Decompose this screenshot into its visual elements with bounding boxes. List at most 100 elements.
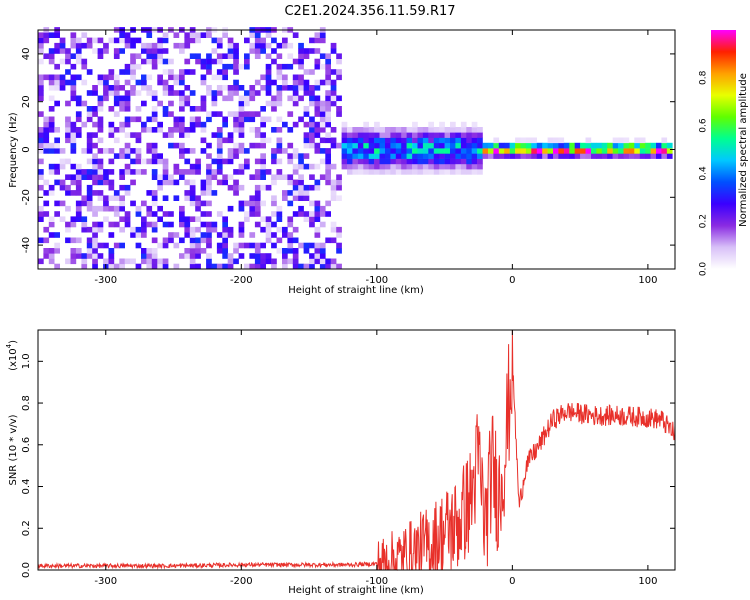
spectrogram-cell: [368, 153, 375, 159]
spectrogram-cell: [97, 53, 104, 59]
y-tick-label: 0.0: [21, 562, 32, 578]
spectrogram-cell: [309, 221, 315, 228]
spectrogram-cell: [124, 95, 131, 102]
spectrogram-cell: [390, 137, 397, 144]
spectrogram-cell: [227, 148, 234, 154]
spectrogram-cell: [276, 63, 283, 70]
spectrogram-cell: [363, 142, 369, 149]
spectrogram-cell: [422, 132, 429, 138]
spectrogram-cell: [200, 248, 207, 254]
spectrogram-cell: [216, 211, 223, 217]
spectrogram-cell: [70, 142, 77, 149]
spectrogram-cell: [195, 116, 201, 123]
spectrogram-cell: [319, 148, 326, 154]
spectrogram-cell: [151, 53, 158, 59]
spectrogram-cell: [81, 32, 88, 38]
spectrogram-cell: [173, 263, 180, 270]
spectrogram-cell: [184, 232, 191, 238]
spectrogram-cell: [119, 169, 125, 175]
spectrogram-cell: [135, 263, 142, 270]
spectrogram-cell: [222, 63, 228, 70]
spectrogram-cell: [119, 100, 125, 107]
spectrogram-cell: [124, 32, 131, 38]
spectrogram-cell: [417, 132, 424, 138]
spectrogram-cell: [292, 100, 299, 107]
spectrogram-cell: [450, 163, 456, 170]
spectrogram-cell: [238, 232, 245, 238]
spectrogram-cell: [179, 142, 185, 149]
spectrogram-cell: [363, 153, 369, 159]
spectrogram-cell: [276, 211, 283, 217]
spectrogram-cell: [525, 137, 532, 144]
spectrogram-cell: [254, 90, 261, 96]
spectrogram-cell: [287, 237, 294, 244]
spectrogram-cell: [401, 148, 407, 154]
spectrogram-cell: [292, 248, 299, 254]
spectrogram-cell: [179, 74, 185, 81]
spectrogram-cell: [200, 79, 207, 86]
spectrogram-cell: [390, 142, 397, 149]
spectrogram-cell: [157, 258, 163, 265]
spectrogram-cell: [141, 121, 147, 128]
spectrogram-cell: [113, 79, 120, 86]
spectrogram-cell: [227, 48, 234, 54]
spectrogram-cell: [184, 58, 191, 65]
spectrogram-cell: [439, 137, 445, 144]
spectrogram-cell: [374, 127, 380, 133]
spectrogram-cell: [119, 121, 125, 128]
spectrogram-cell: [634, 137, 640, 144]
spectrogram-cell: [249, 242, 256, 249]
spectrogram-cell: [179, 148, 185, 154]
spectrogram-cell: [254, 263, 261, 270]
spectrogram-cell: [379, 158, 386, 165]
spectrogram-cell: [287, 63, 294, 70]
spectrogram-cell: [173, 90, 180, 96]
spectrogram-cell: [43, 37, 50, 44]
spectrogram-cell: [553, 153, 559, 159]
spectrogram-cell: [151, 169, 158, 175]
spectrogram-cell: [222, 95, 228, 102]
spectrogram-cell: [103, 95, 109, 102]
spectrogram-cell: [422, 153, 429, 159]
spectrogram-cell: [455, 169, 462, 175]
spectrogram-cell: [238, 142, 245, 149]
spectrogram-cell: [54, 63, 60, 70]
spectrogram-cell: [276, 90, 283, 96]
spectrogram-cell: [406, 153, 413, 159]
spectrogram-cell: [151, 221, 158, 228]
spectrogram-cell: [70, 253, 77, 259]
spectrogram-cell: [157, 158, 163, 165]
spectrogram-cell: [119, 95, 125, 102]
spectrogram-cell: [119, 69, 125, 75]
spectrogram-cell: [292, 226, 299, 233]
y-tick-label: 0.6: [21, 437, 32, 453]
spectrogram-cell: [303, 85, 310, 91]
spectrogram-cell: [395, 153, 402, 159]
spectrogram-cell: [265, 63, 272, 70]
spectrogram-cell: [504, 153, 510, 159]
spectrogram-cell: [428, 153, 434, 159]
spectrogram-cell: [374, 153, 380, 159]
spectrogram-cell: [287, 232, 294, 238]
spectrogram-cell: [347, 127, 353, 133]
spectrogram-cell: [612, 148, 619, 154]
spectrogram-cell: [168, 142, 174, 149]
spectrogram-cell: [75, 37, 82, 44]
spectrogram-cell: [141, 58, 147, 65]
spectrogram-cell: [65, 53, 71, 59]
spectrogram-cell: [417, 148, 424, 154]
spectrogram-cell: [401, 158, 407, 165]
spectrogram-cell: [439, 163, 445, 170]
spectrogram-cell: [173, 232, 180, 238]
spectrogram-cell: [325, 53, 331, 59]
spectrogram-cell: [233, 258, 239, 265]
spectrogram-cell: [54, 127, 60, 133]
spectrogram-cell: [81, 216, 88, 222]
snr-y-ticks: 0.00.20.40.60.81.0: [21, 353, 675, 578]
spectrogram-cell: [179, 169, 185, 175]
spectrogram-cell: [303, 48, 310, 54]
spectrogram-cell: [70, 42, 77, 49]
spectrogram-cell: [157, 42, 163, 49]
spectrogram-cell: [141, 127, 147, 133]
spectrogram-cell: [298, 190, 304, 196]
